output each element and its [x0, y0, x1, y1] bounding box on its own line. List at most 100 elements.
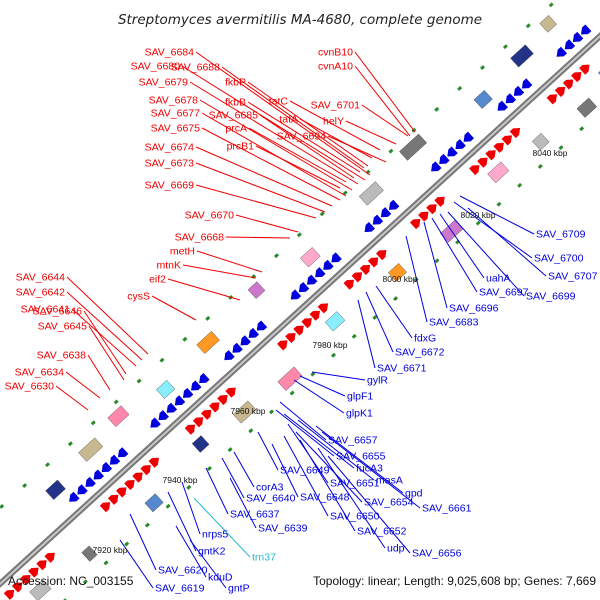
gene-label: SAV_6648: [300, 492, 350, 504]
gene-label: SAV_6657: [328, 435, 378, 447]
gene-label: SAV_6637: [230, 509, 280, 521]
forward-gene-arrow: [140, 465, 151, 476]
gene-label: tatC: [269, 96, 289, 108]
leader-line: [193, 497, 251, 558]
leader-line: [467, 207, 547, 277]
leader-line: [275, 409, 335, 457]
outer-marker: [144, 522, 150, 528]
outer-marker: [248, 428, 254, 434]
leader-line: [311, 371, 366, 381]
forward-gene-arrow: [426, 204, 437, 215]
forward-gene-arrow: [579, 64, 590, 75]
leader-line: [299, 118, 373, 159]
outer-marker: [62, 598, 68, 600]
outer-marker: [90, 420, 96, 426]
gene-label: glpK1: [346, 408, 373, 420]
reverse-gene-arrow: [166, 402, 178, 413]
kbp-tick-label: 7960 kbp: [231, 406, 266, 416]
reverse-gene-arrow: [117, 447, 129, 458]
gene-label: SAV_6680: [131, 61, 181, 73]
leader-line: [181, 65, 366, 181]
forward-gene-arrow: [116, 487, 127, 498]
forward-gene-arrow: [501, 135, 512, 146]
leader-line: [221, 457, 245, 499]
reverse-gene-arrow: [447, 146, 458, 157]
gene-label: SAV_6630: [5, 381, 55, 393]
forward-gene-arrow: [285, 332, 296, 344]
leader-line: [189, 539, 227, 589]
gene-label: SAV_6638: [37, 350, 87, 362]
gene-label: glpF1: [347, 391, 373, 403]
leader-line: [295, 431, 363, 503]
gene-label: SAV_6694: [277, 131, 327, 143]
reverse-gene-arrow: [109, 454, 121, 465]
forward-gene-arrow: [3, 589, 15, 600]
leader-line: [235, 214, 299, 233]
forward-gene-arrow: [367, 257, 379, 268]
gene-label: gntP: [228, 583, 250, 595]
leader-line: [299, 375, 346, 397]
accession-text: Accession: NC_003155: [8, 574, 134, 588]
summary-text: Topology: linear; Length: 9,025,608 bp; …: [313, 574, 596, 588]
gene-label: SAV_6678: [149, 95, 199, 107]
forward-gene-arrow: [554, 86, 566, 97]
gene-label: cvnA10: [318, 61, 353, 73]
outer-marker: [548, 2, 554, 8]
outer-marker: [205, 315, 211, 321]
map-title: Streptomyces avermitilis MA-4680, comple…: [118, 12, 482, 28]
gene-label: SAV_6654: [364, 497, 414, 509]
forward-gene-arrow: [562, 79, 574, 90]
gene-label: trn37: [252, 552, 276, 564]
forward-gene-arrow: [20, 575, 31, 586]
gene-label: eif2: [149, 274, 166, 286]
leader-line: [189, 81, 359, 185]
forward-gene-arrow: [546, 94, 558, 105]
gene-label: SAV_6651: [330, 478, 380, 490]
outer-marker: [186, 484, 192, 490]
outer-marker: [273, 253, 279, 259]
leader-line: [423, 221, 448, 309]
forward-gene-arrow: [317, 303, 329, 314]
kbp-tick-label: 8020 kbp: [461, 210, 496, 220]
reverse-gene-arrow: [380, 207, 392, 218]
feature-box: [144, 493, 164, 513]
leader-line: [283, 413, 355, 469]
reverse-gene-arrow: [298, 282, 310, 293]
leader-line: [83, 310, 127, 375]
leader-line: [327, 135, 387, 163]
leader-line: [201, 127, 341, 201]
gene-label: SAV_6679: [139, 77, 189, 89]
leader-line: [66, 291, 143, 361]
reverse-gene-arrow: [248, 327, 260, 338]
outer-marker: [124, 541, 130, 547]
forward-gene-arrow: [132, 472, 143, 483]
forward-gene-arrow: [434, 196, 445, 207]
leader-line: [354, 65, 411, 137]
kbp-tick-label: 7940 kbp: [163, 475, 198, 485]
outer-marker: [496, 201, 502, 207]
feature-box: [156, 379, 176, 399]
reverse-gene-arrow: [372, 214, 384, 225]
gene-label: fkbP: [225, 77, 246, 89]
forward-gene-arrow: [309, 310, 320, 321]
reverse-gene-arrow: [364, 222, 376, 233]
leader-line: [299, 439, 356, 532]
gene-label: SAV_6645: [38, 321, 88, 333]
label-connectors: [55, 51, 547, 589]
forward-gene-arrow: [293, 325, 304, 336]
reverse-gene-arrow: [224, 350, 235, 361]
gene-label: SAV_6639: [258, 523, 308, 535]
outer-marker: [502, 44, 508, 50]
forward-gene-arrow: [99, 502, 111, 513]
gene-labels: SAV_6684 SAV_6680 SAV_6679 SAV_6678SAV_6677…: [5, 47, 598, 595]
reverse-gene-arrow: [182, 387, 194, 398]
leader-line: [88, 325, 125, 381]
leader-line: [297, 419, 375, 481]
feature-box: [358, 181, 384, 206]
reverse-gene-arrow: [69, 491, 80, 502]
leader-line: [293, 379, 345, 414]
feature-box: [399, 133, 427, 161]
forward-gene-arrow: [192, 417, 204, 428]
gene-label: SAV_6644: [16, 272, 66, 284]
